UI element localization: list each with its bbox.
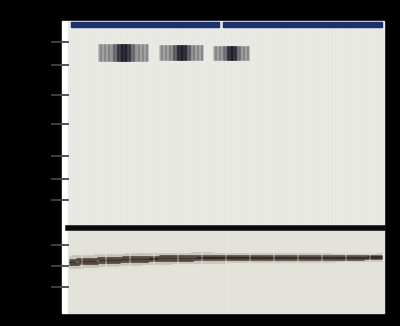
Bar bbox=[68, 21, 384, 227]
Bar bbox=[223, 22, 382, 27]
Bar bbox=[71, 22, 219, 27]
Bar bbox=[68, 230, 384, 313]
Bar bbox=[62, 21, 68, 313]
